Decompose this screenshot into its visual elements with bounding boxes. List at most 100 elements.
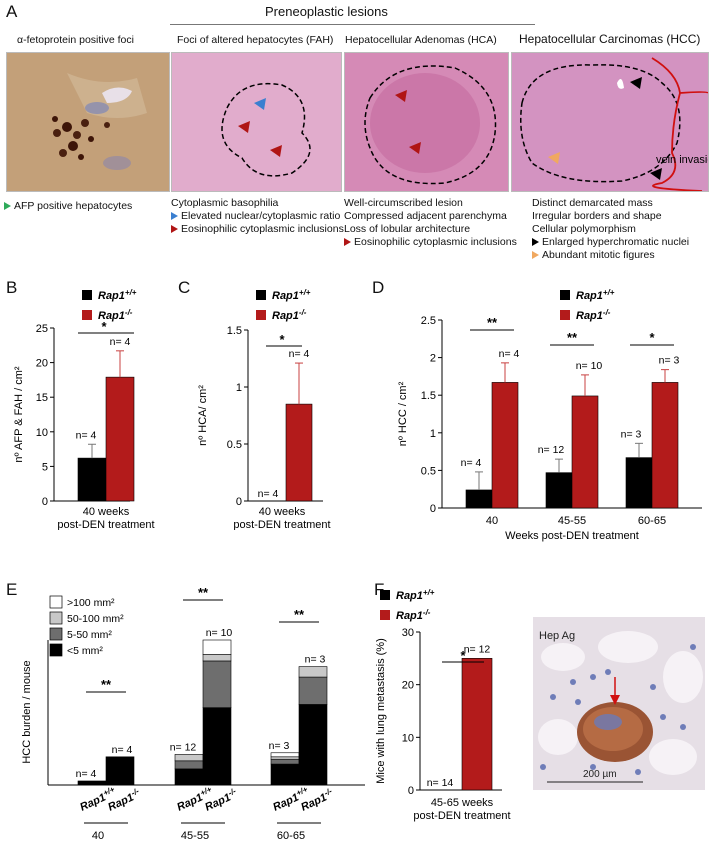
x-tick-label: 45-55: [181, 830, 209, 842]
orange-arrowhead-icon: [532, 251, 539, 260]
fah-description: Cytoplasmic basophilia Elevated nuclear/…: [171, 197, 344, 235]
legend-label-ko: Rap1-/-: [272, 308, 307, 322]
n-label: n= 4: [76, 429, 97, 441]
fah-micrograph: [171, 52, 342, 192]
y-tick-label: 10: [402, 732, 414, 744]
x-axis-label: Weeks post-DEN treatment: [505, 530, 639, 542]
stack-legend-label: 5-50 mm²: [67, 629, 112, 641]
bar-ko: [285, 403, 313, 502]
significance-label: **: [198, 585, 209, 600]
legend-swatch-wt: [560, 290, 570, 300]
stack-legend-label: <5 mm²: [67, 645, 103, 657]
significance-label: *: [101, 319, 107, 334]
stack-segment-ko: [202, 707, 232, 786]
stack-segment-ko: [202, 654, 232, 662]
chart-b: Rap1+/+ Rap1-/- 0 5 10 15 20 25 nº AFP & FAH / c…: [13, 288, 155, 530]
hcc-micrograph: vein invasion: [511, 52, 709, 192]
significance-label: **: [294, 607, 305, 622]
legend-label-ko: Rap1-/-: [576, 308, 611, 322]
panel-a-letter: A: [6, 2, 18, 21]
hep-ag-label: Hep Ag: [539, 630, 575, 642]
n-label: n= 4: [289, 348, 310, 360]
legend-swatch-wt: [380, 590, 390, 600]
afp-description: AFP positive hepatocytes: [4, 200, 132, 213]
hcc-description: Distinct demarcated mass Irregular borde…: [532, 197, 690, 261]
panel-c-letter: C: [178, 278, 191, 297]
y-tick-label: 1: [430, 428, 436, 440]
y-tick-label: 0: [408, 785, 414, 797]
n-label: n= 4: [258, 488, 279, 500]
red-arrowhead-icon: [344, 238, 351, 247]
n-label: n= 12: [538, 444, 565, 456]
image-title-afp: α-fetoprotein positive foci: [17, 34, 134, 46]
bar-wt: [465, 489, 493, 509]
y-tick-label: 0.5: [227, 439, 242, 451]
legend-swatch-ko: [256, 310, 266, 320]
x-tick-label: 60-65: [638, 515, 666, 527]
stack-segment-ko: [298, 676, 328, 705]
x-axis-label: 40 weeks: [259, 506, 306, 518]
y-tick-label: 0: [236, 496, 242, 508]
stack-segment-ko: [298, 704, 328, 786]
significance-label: *: [649, 330, 655, 345]
stack-segment-ko: [202, 639, 232, 655]
bar-wt: [545, 472, 573, 509]
n-label: n= 12: [170, 741, 197, 753]
x-axis-label: 40 weeks: [83, 506, 130, 518]
stack-segment-wt: [174, 768, 204, 786]
x-tick-label: 60-65: [277, 830, 305, 842]
vein-invasion-label: vein invasion: [656, 154, 708, 166]
bar-ko: [571, 395, 599, 509]
hca-micrograph: [344, 52, 509, 192]
chart-c: Rap1+/+ Rap1-/- 0 0.5 1 1.5 nº HCA/ cm² n= 4 n= …: [197, 288, 331, 530]
significance-label: *: [460, 648, 466, 663]
image-title-fah: Foci of altered hepatocytes (FAH): [177, 34, 334, 46]
stack-segment-wt: [270, 752, 300, 758]
stack-segment-wt: [77, 780, 107, 786]
panel-d-letter: D: [372, 278, 385, 297]
n-label: n= 3: [659, 355, 680, 367]
y-tick-label: 10: [36, 427, 48, 439]
y-axis-label: Mice with lung metastasis (%): [375, 638, 387, 784]
n-label: n= 10: [206, 627, 233, 639]
legend-label-wt: Rap1+/+: [98, 288, 137, 302]
scale-bar-label: 200 µm: [583, 769, 617, 780]
n-label: n= 12: [464, 643, 491, 655]
y-tick-label: 5: [42, 461, 48, 473]
panel-a-header-rule: [170, 24, 535, 25]
bar-wt: [625, 457, 653, 509]
bar-ko: [461, 658, 493, 791]
y-tick-label: 15: [36, 392, 48, 404]
stack-legend-swatch: [49, 611, 63, 625]
stack-segment-ko: [298, 666, 328, 678]
hca-description: Well-circumscribed lesion Compressed adj…: [344, 197, 517, 248]
blue-arrowhead-icon: [171, 212, 178, 221]
legend-label-ko: Rap1-/-: [98, 308, 133, 322]
legend-swatch-ko: [380, 610, 390, 620]
significance-label: **: [101, 677, 112, 692]
bar-ko: [491, 382, 519, 509]
stack-segment-ko: [202, 660, 232, 708]
bar-wt: [77, 457, 107, 502]
green-arrowhead-icon: [4, 202, 11, 211]
stack-segment-wt: [270, 758, 300, 765]
n-label: n= 4: [112, 744, 133, 756]
panel-b-letter: B: [6, 278, 18, 297]
x-axis-label: post-DEN treatment: [233, 519, 330, 530]
stack-segment-wt: [174, 760, 204, 770]
n-label: n= 4: [76, 768, 97, 780]
stack-segment-wt: [270, 763, 300, 786]
legend-swatch-wt: [256, 290, 266, 300]
x-tick-label: 45-55: [558, 515, 586, 527]
chart-f: Rap1+/+ Rap1-/- 0 10 20 30 Mice with lung meta…: [375, 588, 511, 822]
n-label: n= 3: [621, 428, 642, 440]
y-tick-label: 1.5: [227, 325, 242, 337]
stack-legend-label: >100 mm²: [67, 597, 115, 609]
legend-label-wt: Rap1+/+: [396, 588, 435, 602]
y-tick-label: 2.5: [421, 315, 436, 327]
n-label: n= 4: [110, 336, 131, 348]
legend-swatch-wt: [82, 290, 92, 300]
legend-label-wt: Rap1+/+: [576, 288, 615, 302]
stack-legend-swatch: [49, 627, 63, 641]
stack-segment-wt: [270, 756, 300, 760]
